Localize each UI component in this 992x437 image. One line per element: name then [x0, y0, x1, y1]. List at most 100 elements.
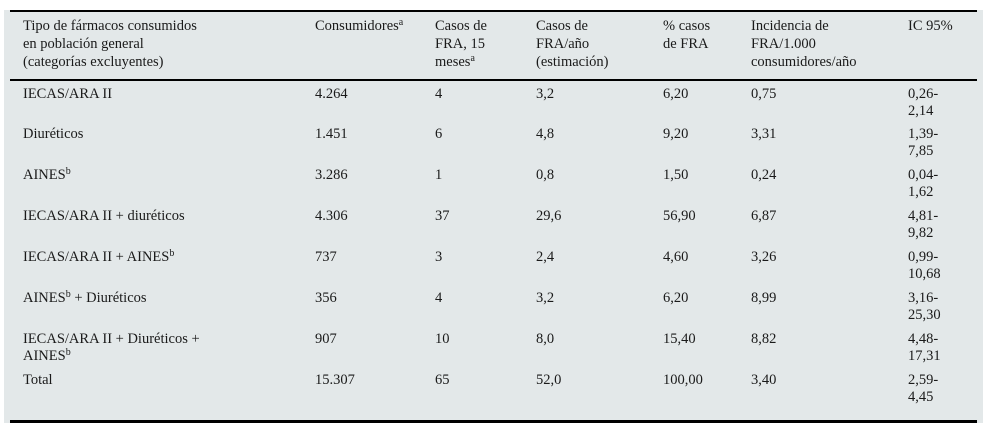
ci95-line: 4,45	[908, 389, 934, 405]
cell-cases-15m: 6	[435, 126, 443, 142]
cell-consumers: 1.451	[315, 126, 348, 142]
column-header-line: Casos de	[536, 18, 588, 34]
cell-pct-cases: 6,20	[663, 86, 689, 102]
table-row: AINESb 3.286 1 0,8 1,50 0,24 0,04- 1,62	[10, 162, 977, 203]
column-header-line: FRA/1.000	[751, 36, 816, 52]
column-header-line: Tipo de fármacos consumidos	[23, 18, 197, 34]
superscript-footnote-mark: b	[65, 166, 71, 177]
column-header-line: consumidores/año	[751, 54, 857, 70]
ci95-line: 2,59-	[908, 372, 939, 388]
ci95-line: 1,62	[908, 184, 934, 200]
ci95-line: 2,14	[908, 103, 934, 119]
cell-cases-15m: 4	[435, 86, 443, 102]
column-header-line: de FRA	[663, 36, 709, 52]
column-header-line: (categorías excluyentes)	[23, 54, 164, 70]
superscript-footnote-mark: a	[470, 53, 475, 64]
cell-pct-cases: 15,40	[663, 331, 696, 347]
cell-cases-year: 2,4	[536, 249, 555, 265]
cell-ci95: 4,48- 17,31	[908, 326, 977, 367]
column-header-consumers: Consumidoresa	[315, 11, 435, 81]
cell-consumers: 4.264	[315, 86, 348, 102]
superscript-footnote-mark: b	[65, 289, 71, 300]
cell-incidence: 6,87	[751, 208, 777, 224]
ci95-line: 0,99-	[908, 249, 939, 265]
table-panel: Tipo de fármacos consumidos en población …	[4, 10, 983, 423]
column-header-line: Casos de	[435, 18, 487, 34]
cell-pct-cases: 100,00	[663, 372, 703, 388]
cell-cases-15m: 65	[435, 372, 450, 388]
table-body: IECAS/ARA II 4.264 4 3,2 6,20 0,75 0,26- 2,14 Di…	[10, 80, 977, 421]
cell-incidence: 3,26	[751, 249, 777, 265]
cell-drug-type: AINESb + Diuréticos	[23, 289, 147, 307]
column-header-cases_year: Casos de FRA/año (estimación)	[536, 11, 663, 81]
column-header-line: FRA/año	[536, 36, 590, 52]
cell-cases-15m: 10	[435, 331, 450, 347]
cell-cases-year: 52,0	[536, 372, 562, 388]
cell-consumers: 356	[315, 290, 337, 306]
ci95-line: 7,85	[908, 143, 934, 159]
ci95-line: 1,39-	[908, 126, 939, 142]
cell-cases-year: 29,6	[536, 208, 562, 224]
column-header-line: mesesa	[435, 53, 475, 71]
column-header-cases_15m: Casos de FRA, 15 mesesa	[435, 11, 536, 81]
ci95-line: 9,82	[908, 225, 934, 241]
table-header: Tipo de fármacos consumidos en población …	[10, 11, 977, 81]
column-header-line: Incidencia de	[751, 18, 829, 34]
cell-cases-15m: 1	[435, 167, 443, 183]
ci95-line: 4,48-	[908, 331, 939, 347]
cell-drug-type: IECAS/ARA II	[23, 86, 113, 102]
column-header-line: % casos	[663, 18, 711, 34]
cell-drug-type: IECAS/ARA II + Diuréticos + AINESb	[23, 331, 200, 364]
cell-ci95: 3,16- 25,30	[908, 285, 977, 326]
ci95-line: 0,04-	[908, 167, 939, 183]
cell-cases-year: 3,2	[536, 86, 555, 102]
column-header-ci95: IC 95%	[908, 11, 977, 81]
ci95-line: 10,68	[908, 266, 941, 282]
table-row: Total 15.307 65 52,0 100,00 3,40 2,59- 4,45	[10, 367, 977, 421]
cell-pct-cases: 56,90	[663, 208, 696, 224]
cell-ci95: 2,59- 4,45	[908, 367, 977, 421]
table-row: AINESb + Diuréticos 356 4 3,2 6,20 8,99 3,16- 2…	[10, 285, 977, 326]
column-header-pct_cases: % casos de FRA	[663, 11, 751, 81]
table-row: IECAS/ARA II + AINESb 737 3 2,4 4,60 3,26 0,99…	[10, 244, 977, 285]
cell-consumers: 737	[315, 249, 337, 265]
superscript-footnote-mark: a	[398, 17, 404, 28]
cell-cases-15m: 37	[435, 208, 450, 224]
column-header-incidence: Incidencia de FRA/1.000 consumidores/año	[751, 11, 908, 81]
header-row: Tipo de fármacos consumidos en población …	[10, 11, 977, 81]
cell-consumers: 3.286	[315, 167, 348, 183]
cell-ci95: 0,04- 1,62	[908, 162, 977, 203]
cell-drug-type: AINESb	[23, 166, 71, 184]
table-row: IECAS/ARA II + diuréticos 4.306 37 29,6 56,9…	[10, 203, 977, 244]
cell-cases-year: 3,2	[536, 290, 555, 306]
cell-incidence: 3,40	[751, 372, 777, 388]
column-header-line: FRA, 15	[435, 36, 485, 52]
superscript-footnote-mark: b	[169, 248, 175, 259]
cell-cases-year: 8,0	[536, 331, 555, 347]
column-header-line: Consumidoresa	[315, 17, 404, 35]
cell-cases-15m: 4	[435, 290, 443, 306]
cell-pct-cases: 9,20	[663, 126, 689, 142]
ci95-line: 0,26-	[908, 86, 939, 102]
cell-ci95: 0,99- 10,68	[908, 244, 977, 285]
table-row: Diuréticos 1.451 6 4,8 9,20 3,31 1,39- 7,85	[10, 121, 977, 162]
column-header-drug_type: Tipo de fármacos consumidos en población …	[10, 11, 315, 81]
cell-incidence: 0,75	[751, 86, 777, 102]
cell-drug-type: Total	[23, 372, 53, 388]
cell-pct-cases: 6,20	[663, 290, 689, 306]
cell-cases-year: 0,8	[536, 167, 555, 183]
cell-drug-type: Diuréticos	[23, 126, 84, 142]
cell-ci95: 0,26- 2,14	[908, 80, 977, 121]
column-header-line: (estimación)	[536, 54, 609, 70]
table-row: IECAS/ARA II 4.264 4 3,2 6,20 0,75 0,26- 2,14	[10, 80, 977, 121]
cell-drug-type: IECAS/ARA II + diuréticos	[23, 208, 185, 224]
cell-incidence: 3,31	[751, 126, 777, 142]
cell-incidence: 8,82	[751, 331, 777, 347]
superscript-footnote-mark: b	[65, 347, 71, 358]
column-header-line: IC 95%	[908, 18, 953, 34]
cell-incidence: 8,99	[751, 290, 777, 306]
cell-ci95: 4,81- 9,82	[908, 203, 977, 244]
cell-pct-cases: 4,60	[663, 249, 689, 265]
ci95-line: 17,31	[908, 348, 941, 364]
